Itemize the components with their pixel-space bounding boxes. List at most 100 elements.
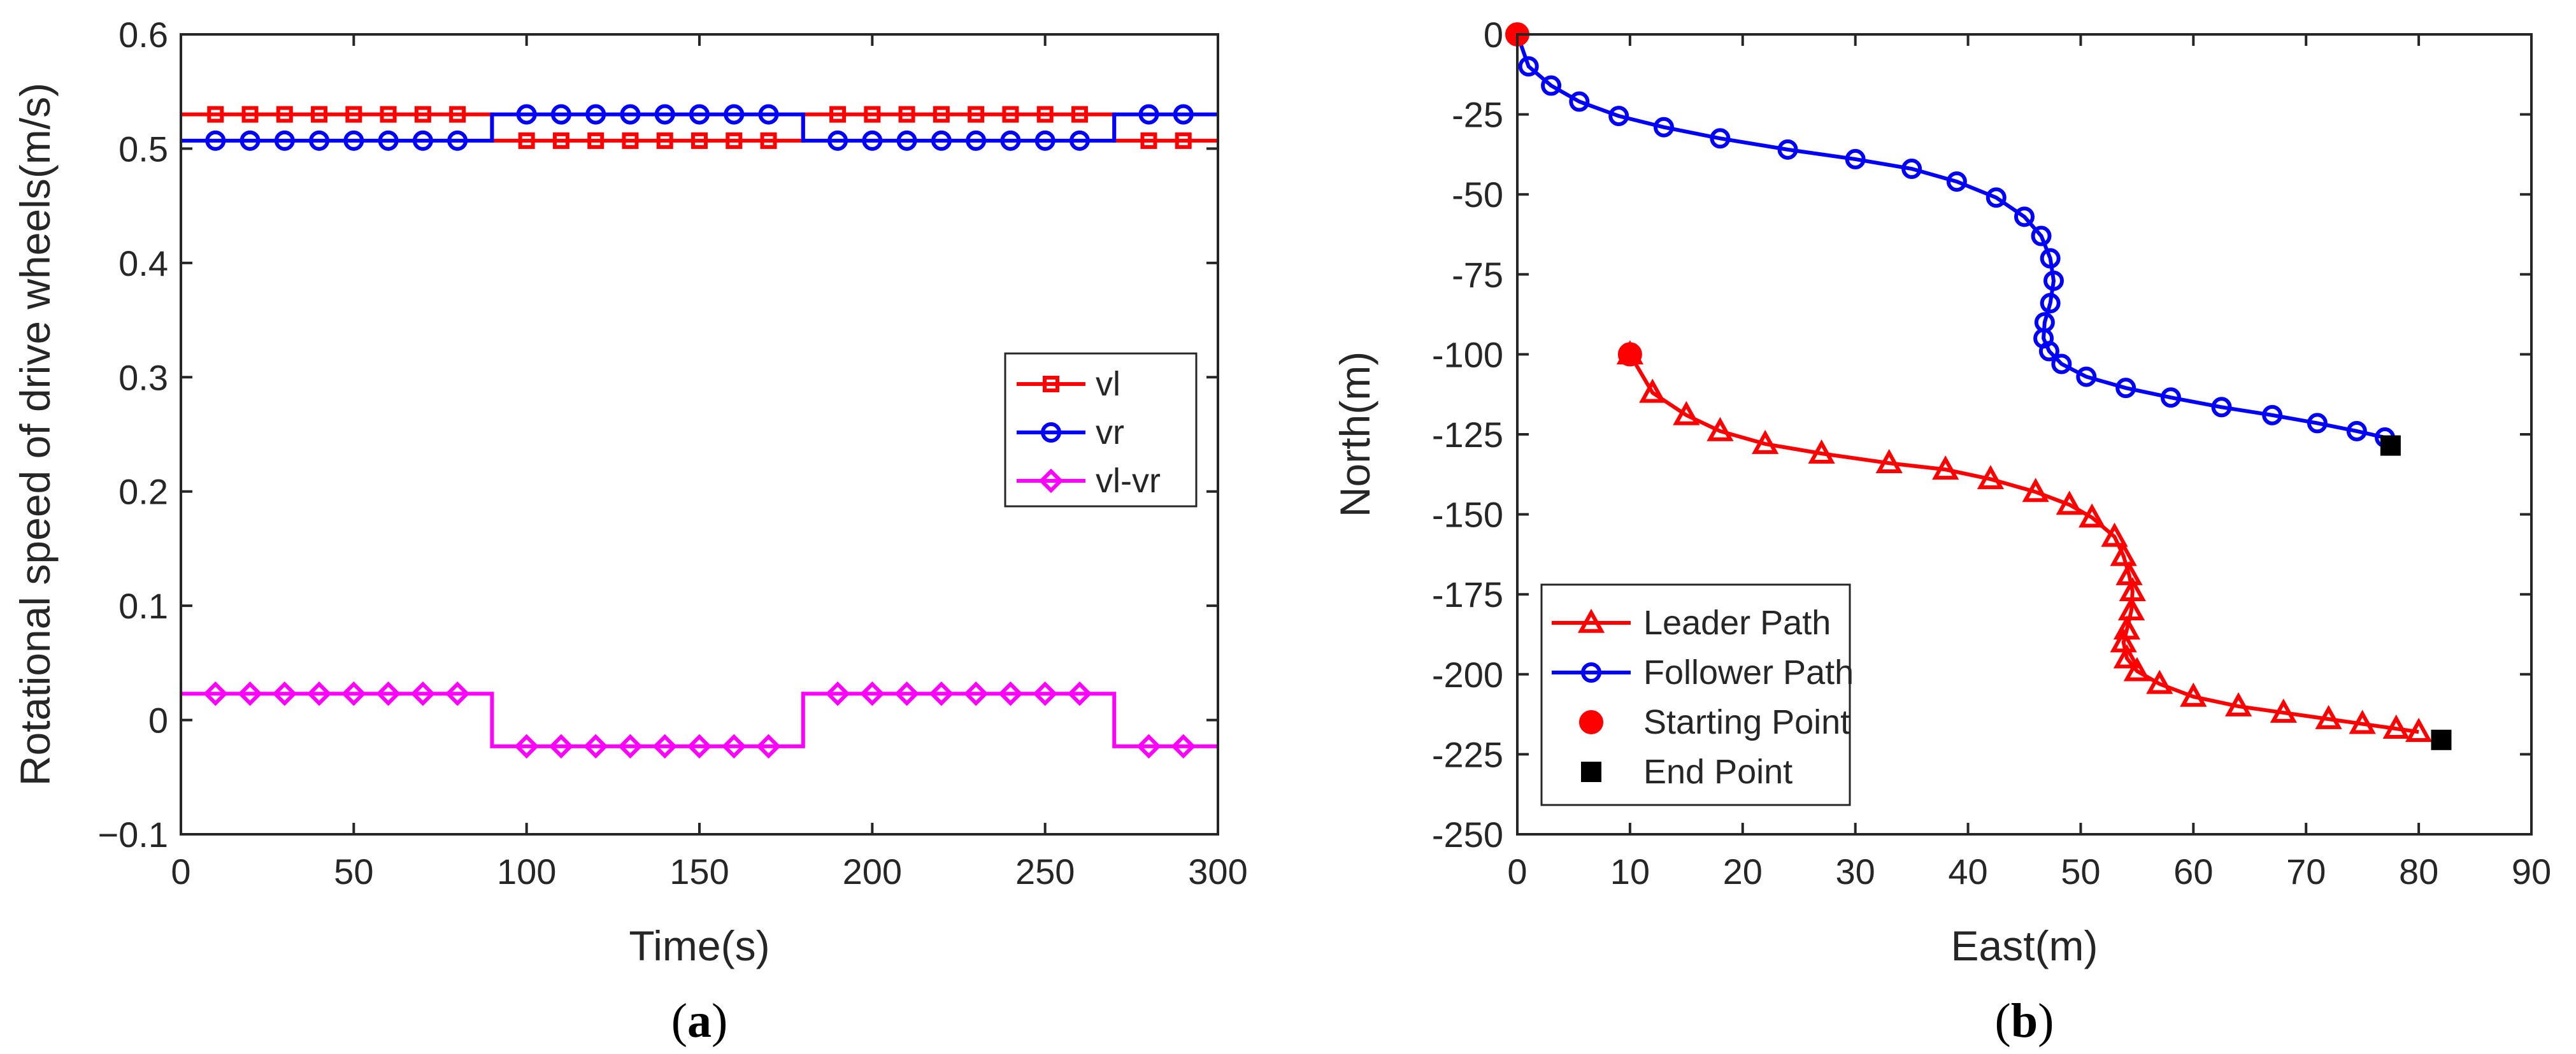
- chart-b-x-axis-label: East(m): [1951, 922, 2098, 969]
- chart-a-point-vl-vr: [825, 681, 850, 706]
- chart-b-y-tick-label: -125: [1432, 415, 1503, 455]
- chart-a-legend-label: vl: [1096, 365, 1120, 403]
- chart-a-y-tick-label: 0.5: [118, 129, 168, 169]
- chart-a-point-vl-vr: [998, 681, 1023, 706]
- chart-b-point-follower-path: [2211, 397, 2232, 418]
- chart-a-point-vl: [414, 106, 431, 123]
- chart-b-tick-labels: 0 10 20 30 40 50 60 70 80 90 0 -25 -50 -75 -100 -125 -15…: [1432, 15, 2551, 892]
- chart-b-point-follower-path: [1986, 187, 2007, 208]
- chart-a-point-vr: [689, 104, 710, 125]
- chart-b-point-follower-path: [2040, 248, 2061, 269]
- chart-a-point-vl: [760, 132, 777, 149]
- chart-a-point-vl: [207, 106, 224, 123]
- chart-b-point-follower-path: [1845, 148, 1866, 169]
- chart-b-point-leader-path: [1752, 429, 1779, 454]
- chart-b-y-tick-label: 0: [1484, 15, 1503, 55]
- chart-b-point-leader-path: [1673, 401, 1700, 425]
- chart-a-y-tick-label: 0.2: [118, 472, 168, 512]
- chart-b-point-follower-path: [2262, 404, 2283, 425]
- chart-a-point-vl: [726, 132, 743, 149]
- chart-b-point-leader-path: [2382, 715, 2410, 739]
- chart-b-legend-label: Leader Path: [1643, 604, 1831, 642]
- chart-b-y-tick-label: -150: [1432, 495, 1503, 535]
- chart-a-legend-label: vl-vr: [1096, 462, 1161, 500]
- chart-b-x-tick-label: 50: [2061, 851, 2100, 892]
- chart-a-point-vr: [862, 130, 883, 151]
- chart-b-point-leader-path: [2113, 644, 2141, 669]
- chart-b-series: [1505, 22, 2452, 750]
- chart-a-legend-label: vr: [1096, 413, 1124, 452]
- chart-b-point-follower-path: [1901, 159, 1922, 180]
- panel-a-label-close: ): [712, 994, 727, 1048]
- chart-b-legend-label: End Point: [1643, 753, 1792, 791]
- chart-a-point-vl-vr: [1033, 681, 1057, 706]
- chart-b-point-follower-path: [2014, 206, 2035, 227]
- chart-a-point-vr: [1034, 130, 1055, 151]
- chart-a-tick-labels: 0 50 100 150 200 250 300−0.100.10.20.30.40.50.…: [97, 15, 1247, 892]
- chart-a-x-axis-label: Time(s): [629, 922, 769, 969]
- chart-b-point-follower-path: [2076, 366, 2097, 387]
- chart-b-point-leader-path: [1977, 465, 2005, 490]
- chart-b-x-tick-label: 60: [2173, 851, 2213, 892]
- chart-a-x-tick-label: 150: [669, 851, 729, 892]
- chart-a-point-vr: [724, 104, 745, 125]
- chart-a-point-vl: [1175, 132, 1192, 149]
- chart-b-series-follower-path: [1507, 24, 2396, 448]
- chart-a-x-tick-label: 100: [497, 851, 556, 892]
- chart-a-point-vr: [758, 104, 779, 125]
- chart-a-x-tick-label: 200: [843, 851, 902, 892]
- chart-a-y-tick-label: 0.4: [118, 243, 168, 283]
- chart-b-point-leader-path: [1875, 449, 1903, 474]
- chart-b-point-leader-path: [2117, 596, 2145, 621]
- chart-a-legend-marker: [1038, 468, 1064, 494]
- chart-b-point-follower-path: [2031, 225, 2052, 246]
- chart-b-point-leader-path: [1707, 417, 1734, 441]
- chart-a-point-vl-vr: [860, 681, 885, 706]
- chart-a-point-vl: [656, 132, 673, 149]
- chart-b-point-leader-path: [2405, 718, 2433, 743]
- chart-a-x-tick-label: 0: [171, 851, 190, 892]
- chart-b-point-leader-path: [2270, 698, 2297, 723]
- chart-a-plot-frame: [180, 33, 1219, 836]
- chart-a-point-vr: [274, 130, 295, 151]
- chart-a-point-vl: [1002, 106, 1019, 123]
- chart-b-point-end-point: [2431, 729, 2452, 750]
- chart-a-point-vr: [378, 130, 399, 151]
- chart-a-point-vl: [1140, 132, 1157, 149]
- chart-a-y-tick-label: 0.3: [118, 357, 168, 397]
- chart-b-point-starting-point: [1617, 342, 1642, 367]
- panel-b-label-letter: b: [2011, 994, 2038, 1048]
- chart-b-legend-marker: [1579, 710, 1603, 734]
- chart-b-line-follower-path: [1515, 34, 2386, 439]
- chart-b-point-leader-path: [2079, 503, 2106, 528]
- chart-a-point-vr: [931, 130, 952, 151]
- chart-a-point-vr: [827, 130, 848, 151]
- chart-a-point-vl: [968, 106, 985, 123]
- chart-b-point-follower-path: [2040, 293, 2061, 314]
- panel-b-label: (b): [1995, 994, 2054, 1048]
- chart-b-point-follower-path: [1710, 128, 1731, 149]
- chart-a-point-vl: [1036, 106, 1054, 123]
- chart-a-point-vr: [309, 130, 330, 151]
- chart-a-point-vl: [933, 106, 950, 123]
- chart-a-point-vr: [896, 130, 917, 151]
- chart-b-point-follower-path: [1608, 106, 1629, 127]
- chart-a-point-vl-vr: [376, 681, 401, 706]
- panel-b-label-close: ): [2038, 994, 2054, 1048]
- chart-a-point-vl-vr: [514, 734, 539, 759]
- chart-a-point-vr: [240, 130, 261, 151]
- chart-a-point-vl: [691, 132, 708, 149]
- chart-a-point-vl-vr: [341, 681, 366, 706]
- chart-b-legend-marker: [1577, 608, 1605, 633]
- chart-a-series-vr: [181, 104, 1218, 151]
- chart-a-point-vr: [654, 104, 675, 125]
- chart-a-point-vl-vr: [687, 734, 712, 759]
- chart-a-y-tick-label: 0.1: [118, 586, 168, 626]
- chart-b-point-follower-path: [2160, 387, 2181, 408]
- chart-b-x-tick-label: 40: [1948, 851, 1987, 892]
- chart-b-y-tick-label: -225: [1432, 734, 1503, 774]
- chart-a-point-vl-vr: [929, 681, 954, 706]
- chart-a-point-vl: [449, 106, 466, 123]
- chart-b-point-leader-path: [2146, 669, 2173, 694]
- panel-a-label: (a): [671, 994, 728, 1048]
